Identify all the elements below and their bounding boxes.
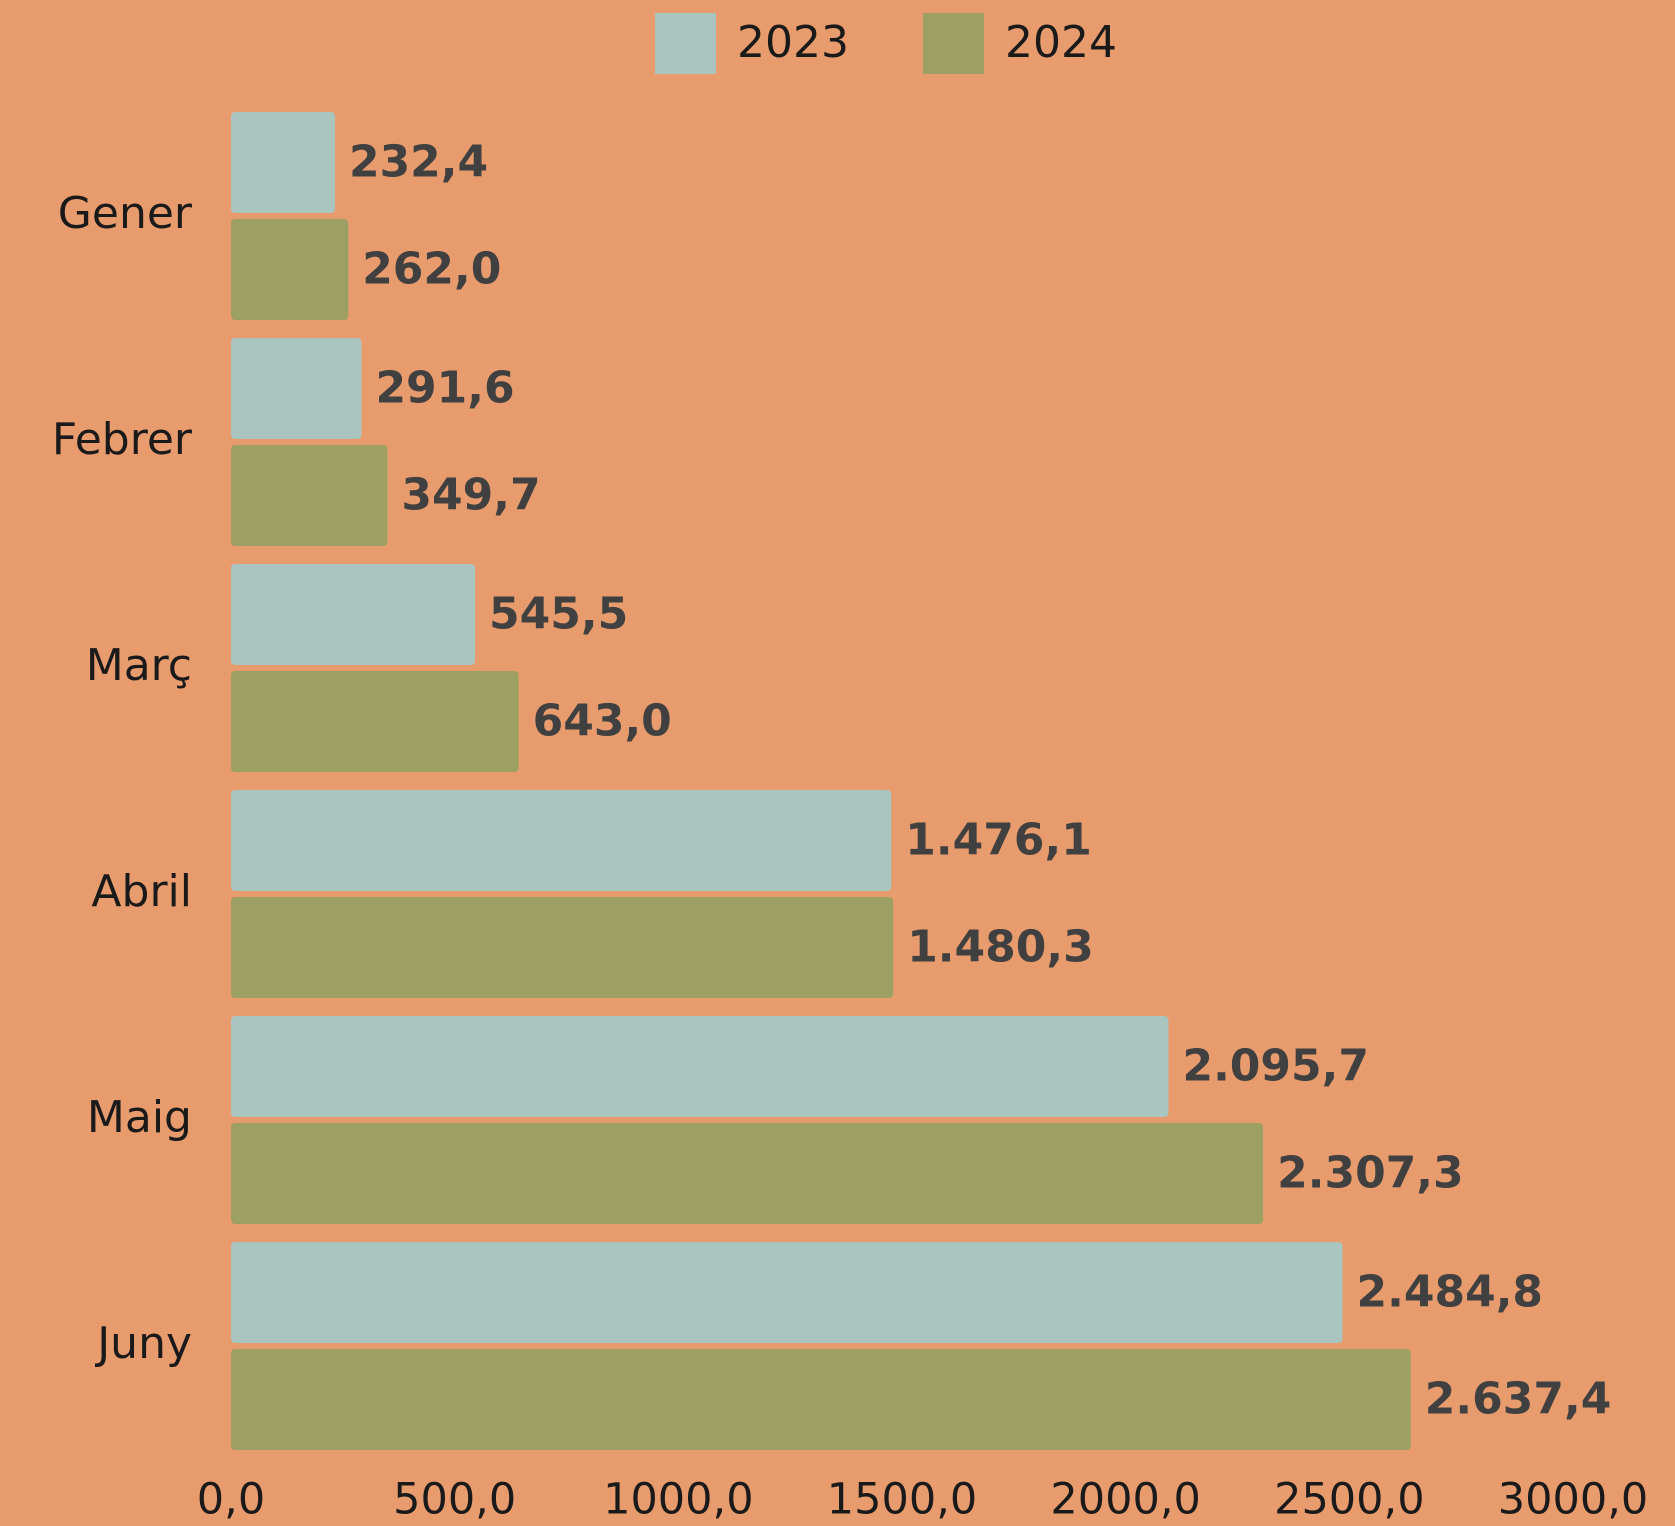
bar: [231, 1349, 1411, 1450]
legend-label: 2023: [737, 17, 849, 68]
bar: [231, 897, 894, 998]
x-tick-label: 500,0: [393, 1475, 516, 1525]
data-label: 1.480,3: [907, 922, 1094, 973]
x-tick-label: 0,0: [197, 1475, 265, 1525]
data-label: 643,0: [533, 696, 672, 747]
y-tick-label: Abril: [91, 866, 192, 917]
y-tick-label: Maig: [87, 1092, 192, 1143]
y-tick-label: Febrer: [52, 414, 193, 465]
x-tick-label: 2000,0: [1050, 1475, 1200, 1525]
x-tick-label: 2500,0: [1274, 1475, 1424, 1525]
y-tick-label: Juny: [94, 1318, 192, 1369]
legend-swatch: [655, 13, 716, 74]
bar: [231, 219, 349, 320]
bar: [231, 790, 892, 891]
data-label: 545,5: [489, 589, 628, 640]
bar: [231, 671, 519, 772]
y-tick-label: Març: [86, 640, 192, 691]
bar: [231, 1242, 1343, 1343]
bar: [231, 338, 362, 439]
data-label: 2.095,7: [1182, 1041, 1369, 1092]
legend-swatch: [923, 13, 984, 74]
data-label: 2.637,4: [1425, 1374, 1612, 1425]
x-tick-label: 1500,0: [827, 1475, 977, 1525]
data-label: 2.307,3: [1277, 1148, 1464, 1199]
bar: [231, 1123, 1264, 1224]
legend-label: 2024: [1005, 17, 1117, 68]
x-tick-label: 1000,0: [603, 1475, 753, 1525]
bar: [231, 1016, 1169, 1117]
data-label: 262,0: [362, 244, 501, 295]
bar: [231, 445, 388, 546]
y-tick-label: Gener: [58, 188, 193, 239]
data-label: 291,6: [375, 363, 514, 414]
x-tick-label: 3000,0: [1498, 1475, 1648, 1525]
data-label: 232,4: [349, 137, 488, 188]
data-label: 1.476,1: [905, 815, 1092, 866]
data-label: 2.484,8: [1357, 1267, 1544, 1318]
data-label: 349,7: [401, 470, 540, 521]
bar: [231, 112, 335, 213]
bar: [231, 564, 476, 665]
